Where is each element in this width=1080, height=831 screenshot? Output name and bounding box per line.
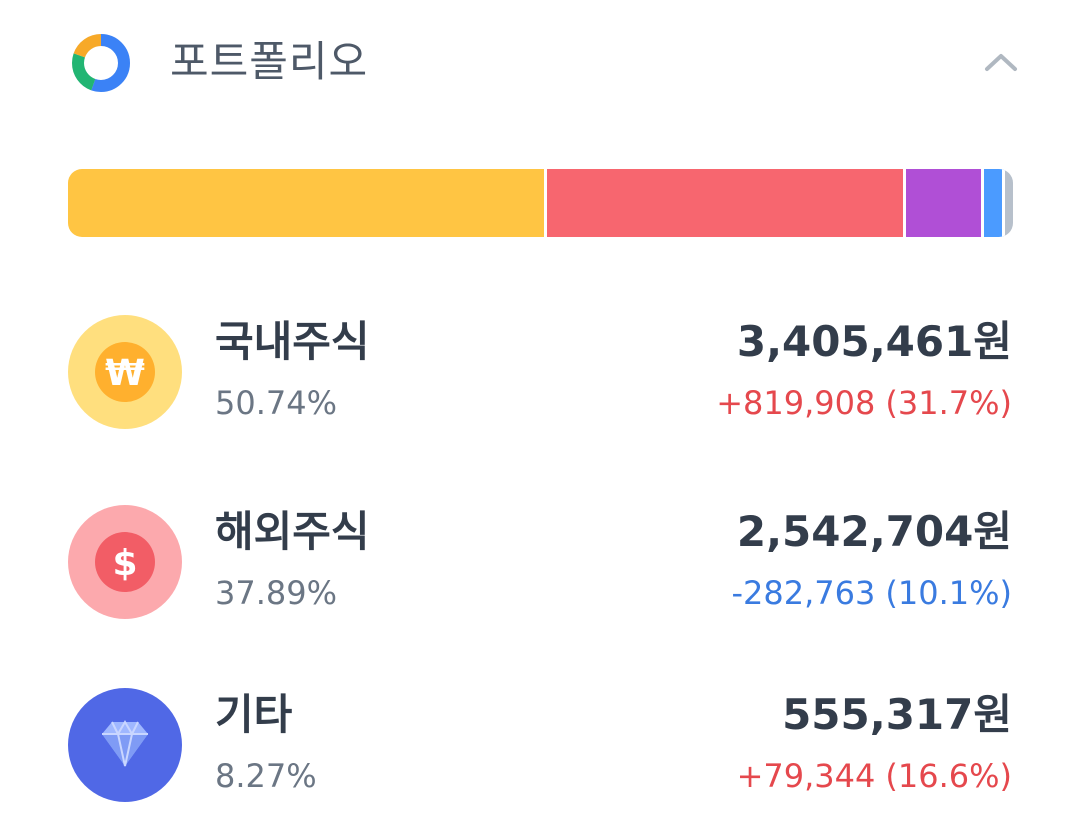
dollar-coin-icon: $ xyxy=(68,505,182,619)
asset-name: 기타 xyxy=(215,690,293,739)
asset-name: 국내주식 xyxy=(215,317,370,366)
asset-share: 8.27% xyxy=(215,757,317,795)
asset-change-percent: (16.6%) xyxy=(885,757,1012,795)
allocation-segment-0 xyxy=(68,169,548,237)
asset-share: 50.74% xyxy=(215,384,338,422)
asset-change-amount: +79,344 xyxy=(736,757,876,795)
svg-text:₩: ₩ xyxy=(105,353,145,394)
diamond-icon xyxy=(68,688,182,802)
won-coin-icon: ₩ xyxy=(68,315,182,429)
portfolio-header: 포트폴리오 xyxy=(0,0,1080,125)
asset-change-percent: (31.7%) xyxy=(885,384,1012,422)
allocation-segment-3 xyxy=(983,169,1006,237)
asset-change-amount: +819,908 xyxy=(716,384,876,422)
asset-row-domestic-stock[interactable]: ₩ 국내주식 50.74% 3,405,461원 +819,908 (31.7%) xyxy=(0,315,1080,445)
asset-change: -282,763 (10.1%) xyxy=(732,573,1013,613)
allocation-segment-1 xyxy=(547,169,906,237)
asset-change: +79,344 (16.6%) xyxy=(737,756,1012,796)
asset-name: 해외주식 xyxy=(215,507,370,556)
asset-change-percent: (10.1%) xyxy=(885,574,1012,612)
asset-row-other[interactable]: 기타 8.27% 555,317원 +79,344 (16.6%) xyxy=(0,688,1080,818)
asset-row-foreign-stock[interactable]: $ 해외주식 37.89% 2,542,704원 -282,763 (10.1%) xyxy=(0,505,1080,635)
asset-value: 3,405,461원 xyxy=(736,317,1012,366)
asset-share: 37.89% xyxy=(215,574,338,612)
allocation-segment-4 xyxy=(1005,169,1013,237)
allocation-segment-2 xyxy=(905,169,984,237)
asset-change: +819,908 (31.7%) xyxy=(716,383,1012,423)
page-title: 포트폴리오 xyxy=(170,37,369,86)
asset-change-amount: -282,763 xyxy=(731,574,876,612)
asset-value: 2,542,704원 xyxy=(736,507,1012,556)
donut-chart-icon xyxy=(72,34,130,92)
svg-text:$: $ xyxy=(112,543,137,584)
asset-value: 555,317원 xyxy=(782,690,1012,739)
allocation-bar xyxy=(68,169,1013,237)
chevron-up-icon[interactable] xyxy=(978,40,1024,86)
